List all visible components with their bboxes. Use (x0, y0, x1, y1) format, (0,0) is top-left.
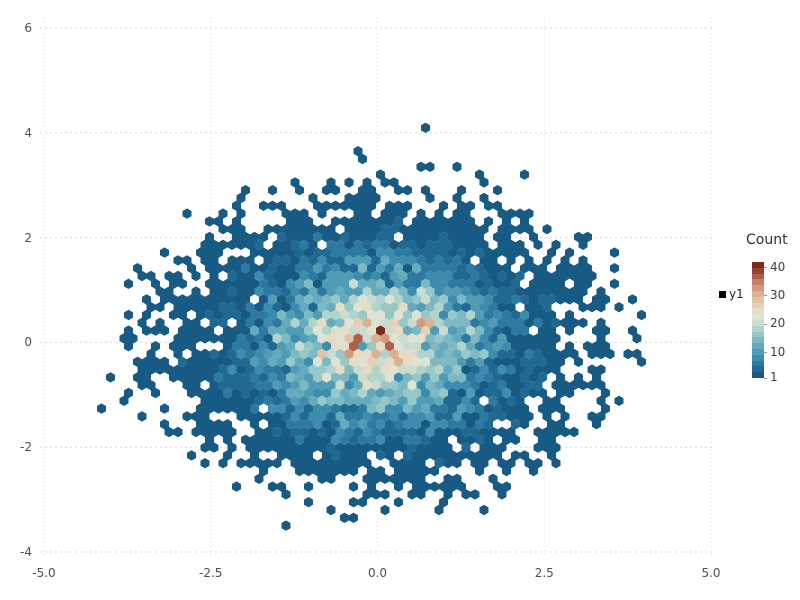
colorbar-band (752, 296, 764, 303)
y-tick-label: 2 (24, 230, 32, 245)
colorbar-tick-label: 10 (770, 344, 786, 359)
colorbar-band (752, 366, 764, 373)
colorbar-band (752, 267, 764, 274)
colorbar-tick (764, 352, 767, 354)
x-tick-label: 2.5 (534, 566, 554, 580)
colorbar-band (752, 325, 764, 332)
colorbar-band (752, 319, 764, 326)
legend: Count y1 40 30 20 10 1 (714, 230, 800, 390)
y-tick-label: 6 (24, 21, 32, 35)
y-tick-label: 4 (24, 125, 32, 140)
x-tick-label: -2.5 (199, 566, 223, 580)
colorbar-band (752, 372, 764, 378)
colorbar-band (752, 308, 764, 315)
x-tick-label: 0.0 (367, 566, 388, 580)
colorbar-tick-label: 30 (770, 287, 786, 302)
colorbar-band (752, 337, 764, 344)
colorbar-band (752, 343, 764, 349)
colorbar-band (752, 279, 764, 286)
x-tick-label: 5.0 (701, 566, 721, 580)
colorbar-tick (764, 323, 767, 325)
legend-series-item[interactable]: y1 (719, 287, 744, 301)
colorbar-band (752, 331, 764, 338)
y-tick-label: 0 (24, 335, 32, 350)
y-tick-label: -2 (20, 440, 32, 455)
legend-title: Count (746, 232, 788, 248)
series-label: y1 (729, 287, 744, 301)
colorbar-band (752, 262, 764, 268)
colorbar-band (752, 302, 764, 309)
colorbar-band (752, 348, 764, 355)
colorbar-tick (764, 377, 767, 379)
colorbar-band (752, 273, 764, 280)
colorbar-band (752, 314, 764, 320)
colorbar-tick-label: 40 (770, 259, 786, 274)
y-tick-label: -4 (20, 545, 32, 559)
colorbar-tick-label: 1 (770, 370, 778, 384)
colorbar-band (752, 354, 764, 361)
colorbar-band (752, 290, 764, 297)
colorbar[interactable] (752, 262, 764, 378)
colorbar-band (752, 360, 764, 367)
colorbar-tick (764, 267, 767, 269)
colorbar-tick-label: 20 (770, 316, 786, 331)
colorbar-band (752, 285, 764, 291)
colorbar-tick (764, 295, 767, 297)
series-square-icon (719, 290, 726, 298)
x-tick-label: -5.0 (32, 566, 56, 580)
